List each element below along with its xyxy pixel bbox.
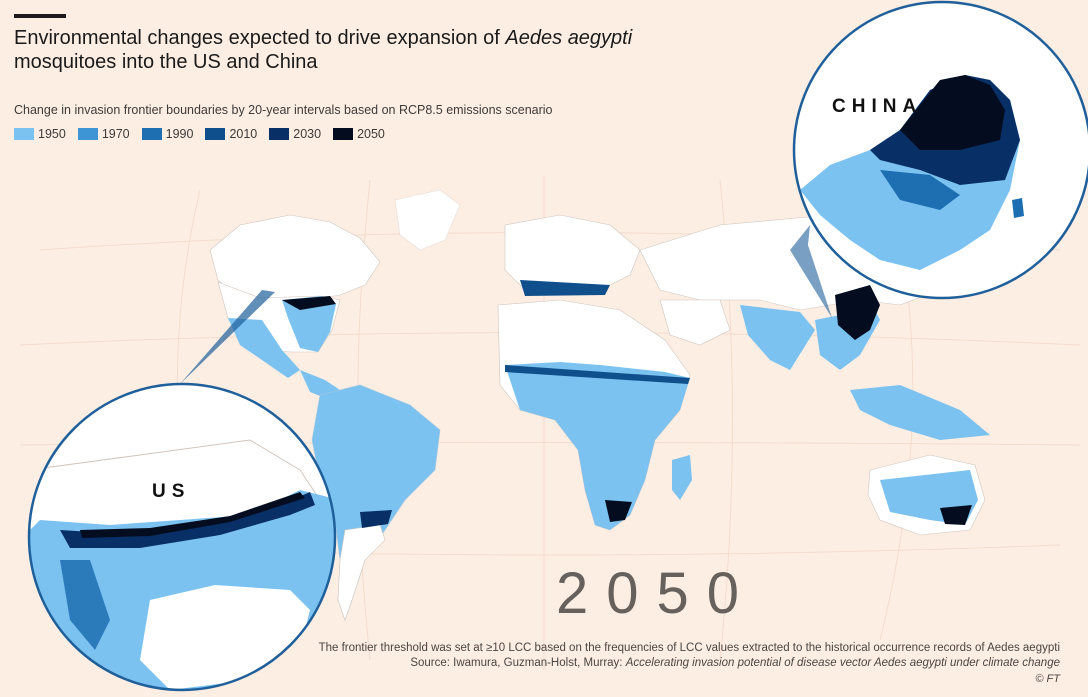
legend-swatch [14, 128, 34, 140]
ft-top-bar [14, 14, 66, 18]
us-inset-dry-interior [140, 585, 310, 690]
source-title: Accelerating invasion potential of disea… [625, 657, 1060, 669]
africa-range-1950 [505, 362, 690, 530]
us-frontier-2050 [282, 296, 336, 310]
us-inset [27, 382, 337, 692]
middle-east [659, 299, 731, 346]
china-inset [792, 0, 1088, 300]
legend-swatch [205, 128, 226, 140]
greenland [394, 189, 461, 251]
footnote: The frontier threshold was set at ≥10 LC… [319, 641, 1060, 671]
sahel-frontier [505, 365, 690, 384]
legend-label: 1950 [38, 127, 66, 141]
year-label: 2050 [556, 561, 758, 626]
chart-title: Environmental changes expected to drive … [14, 26, 694, 74]
china-inset-central [880, 170, 960, 210]
legend-swatch [269, 128, 290, 140]
indonesia-range [850, 385, 990, 440]
credit: © FT [1035, 673, 1060, 685]
us-inset-label: US [152, 481, 191, 502]
legend-item-1950: 1950 [14, 127, 66, 141]
us-inset-connector [180, 290, 275, 384]
southern-cone [337, 524, 386, 621]
india-range [740, 305, 815, 370]
australia-frontier [940, 505, 972, 525]
legend-item-2050: 2050 [333, 127, 385, 141]
us-inset-ring [27, 382, 337, 692]
legend-swatch [333, 128, 354, 140]
legend-label: 1970 [101, 127, 130, 141]
legend-label: 1990 [165, 127, 194, 141]
china-inset-label: CHINA [832, 96, 923, 117]
north-america [209, 189, 461, 400]
title-text-1: Environmental changes expected to drive … [14, 27, 506, 49]
canada [209, 214, 381, 301]
legend-swatch [141, 128, 162, 140]
legend-label: 2030 [293, 127, 322, 141]
title-text-2: mosquitoes into the US and China [14, 51, 318, 73]
chart-subtitle: Change in invasion frontier boundaries b… [14, 103, 553, 117]
legend-label: 2010 [229, 127, 258, 141]
taiwan [1012, 198, 1024, 218]
china-inset-frontier-2050 [900, 75, 1005, 150]
mexico-range [228, 318, 300, 378]
legend-item-1970: 1970 [77, 127, 130, 141]
legend-item-2010: 2010 [205, 127, 257, 141]
legend-swatch [77, 128, 98, 140]
us-inset-border [29, 439, 321, 501]
legend-label: 2050 [357, 127, 385, 141]
europe [504, 214, 641, 296]
south-africa-frontier [605, 500, 632, 522]
madagascar [672, 455, 692, 500]
east-china-frontier [835, 285, 880, 340]
title-species: Aedes aegypti [505, 27, 633, 49]
europe-frontier [520, 280, 610, 296]
china-inset-ring [792, 0, 1088, 300]
us-inset-west [60, 560, 110, 650]
south-america-frontier [360, 510, 392, 528]
footnote-source: Source: Iwamura, Guzman-Holst, Murray: A… [319, 656, 1060, 671]
us-range-1950 [282, 296, 336, 352]
legend-item-2030: 2030 [269, 127, 321, 141]
legend-item-1990: 1990 [141, 127, 194, 141]
footnote-threshold: The frontier threshold was set at ≥10 LC… [318, 642, 1060, 654]
legend: 1950 1970 1990 2010 2030 2050 [14, 127, 385, 141]
china-inset-connector [790, 225, 832, 318]
source-prefix: Source: Iwamura, Guzman-Holst, Murray: [410, 657, 626, 669]
us-inset-frontier-2050 [80, 492, 305, 538]
